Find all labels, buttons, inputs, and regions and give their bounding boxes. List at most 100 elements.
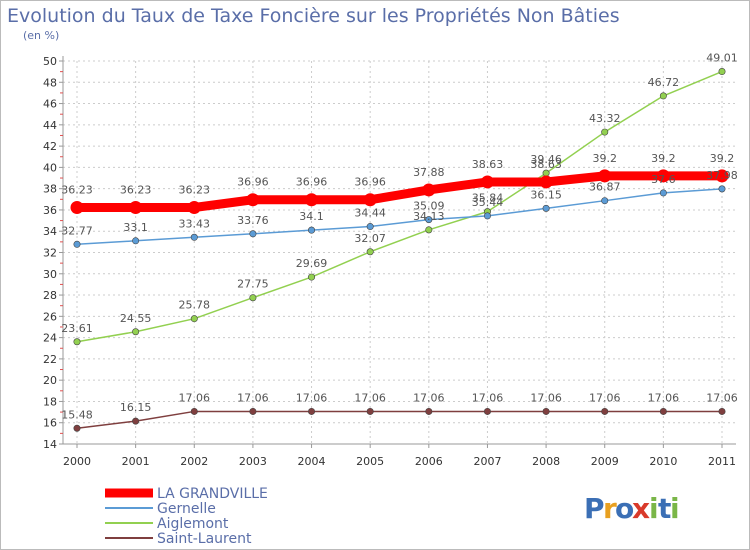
- data-point: [73, 338, 81, 346]
- data-label: 17.06: [589, 391, 621, 404]
- data-point: [425, 226, 433, 234]
- y-tick-label: 42: [43, 140, 57, 153]
- y-tick-label: 46: [43, 98, 57, 111]
- data-label: 17.06: [648, 391, 680, 404]
- data-point: [483, 407, 491, 415]
- x-tick-label: 2006: [415, 455, 443, 468]
- data-label: 17.06: [472, 391, 504, 404]
- logo-letter: o: [615, 492, 634, 525]
- data-point: [601, 407, 609, 415]
- data-point: [715, 169, 729, 183]
- series-line-la-grandville: [72, 171, 727, 212]
- data-label: 37.98: [706, 169, 738, 182]
- data-point: [366, 248, 374, 256]
- logo-letter: i: [670, 492, 680, 525]
- x-tick-label: 2011: [708, 455, 736, 468]
- y-tick-label: 24: [43, 332, 57, 345]
- data-label: 33.1: [123, 221, 148, 234]
- data-point: [539, 175, 553, 189]
- data-label: 27.75: [237, 278, 269, 291]
- data-point: [483, 212, 491, 220]
- data-label: 43.32: [589, 112, 621, 125]
- data-label: 17.06: [413, 391, 445, 404]
- data-point: [190, 315, 198, 323]
- data-point: [249, 407, 257, 415]
- data-point: [366, 407, 374, 415]
- data-label: 15.48: [61, 408, 93, 421]
- data-label: 36.23: [179, 183, 211, 196]
- data-point: [305, 193, 319, 207]
- x-tick-label: 2000: [63, 455, 91, 468]
- data-point: [542, 204, 550, 212]
- data-label: 17.06: [530, 391, 562, 404]
- data-point: [132, 237, 140, 245]
- y-tick-label: 26: [43, 310, 57, 323]
- legend-label: LA GRANDVILLE: [157, 486, 268, 502]
- data-point: [73, 240, 81, 248]
- data-point: [132, 417, 140, 425]
- data-label: 36.96: [354, 176, 386, 189]
- x-tick-label: 2003: [239, 455, 267, 468]
- data-point: [659, 92, 667, 100]
- data-point: [249, 230, 257, 238]
- y-tick-label: 30: [43, 268, 57, 281]
- data-label: 36.23: [120, 183, 152, 196]
- data-point: [425, 407, 433, 415]
- y-tick-label: 36: [43, 204, 57, 217]
- data-point: [190, 407, 198, 415]
- data-point: [598, 169, 612, 183]
- data-point: [718, 407, 726, 415]
- data-label: 36.87: [589, 181, 621, 194]
- data-label: 39.46: [530, 153, 562, 166]
- y-tick-label: 40: [43, 161, 57, 174]
- series-line-gernelle: [76, 188, 723, 246]
- data-label: 29.69: [296, 257, 328, 270]
- data-label: 39.2: [710, 152, 735, 165]
- logo-letter: r: [603, 492, 617, 525]
- data-point: [659, 407, 667, 415]
- data-label: 33.43: [179, 217, 211, 230]
- logo-letter: t: [658, 492, 671, 525]
- data-point: [187, 200, 201, 214]
- data-label: 36.15: [530, 188, 562, 201]
- data-label: 35.84: [472, 192, 504, 205]
- y-tick-label: 16: [43, 417, 57, 430]
- chart-title: Evolution du Taux de Taxe Foncière sur l…: [7, 5, 620, 27]
- data-label: 39.2: [592, 152, 617, 165]
- data-point: [425, 216, 433, 224]
- data-label: 35.44: [472, 196, 504, 209]
- x-tick-label: 2002: [180, 455, 208, 468]
- data-label: 17.06: [296, 391, 328, 404]
- x-tick-label: 2005: [356, 455, 384, 468]
- y-tick-label: 32: [43, 247, 57, 260]
- series-line-aiglemont: [76, 70, 723, 343]
- data-label: 17.06: [706, 391, 738, 404]
- x-tick-label: 2009: [591, 455, 619, 468]
- x-tick-label: 2004: [298, 455, 326, 468]
- data-label: 32.07: [354, 232, 386, 245]
- data-label: 35.09: [413, 200, 445, 213]
- y-tick-label: 34: [43, 225, 57, 238]
- legend-label: Aiglemont: [157, 516, 229, 532]
- data-point: [363, 193, 377, 207]
- x-tick-label: 2001: [122, 455, 150, 468]
- data-point: [246, 193, 260, 207]
- data-label: 34.13: [413, 210, 445, 223]
- y-tick-label: 50: [43, 55, 57, 68]
- data-label: 24.55: [120, 312, 152, 325]
- data-label: 17.06: [237, 391, 269, 404]
- data-point: [601, 128, 609, 136]
- data-point: [190, 233, 198, 241]
- data-point: [422, 183, 436, 197]
- chart-unit-label: (en %): [23, 29, 60, 42]
- data-point: [659, 189, 667, 197]
- x-tick-label: 2010: [649, 455, 677, 468]
- data-label: 49.01: [706, 52, 738, 65]
- data-label: 25.78: [179, 299, 211, 312]
- logo-letter: i: [649, 492, 659, 525]
- data-label: 16.15: [120, 401, 152, 414]
- data-point: [542, 407, 550, 415]
- logo-letter: P: [584, 492, 605, 525]
